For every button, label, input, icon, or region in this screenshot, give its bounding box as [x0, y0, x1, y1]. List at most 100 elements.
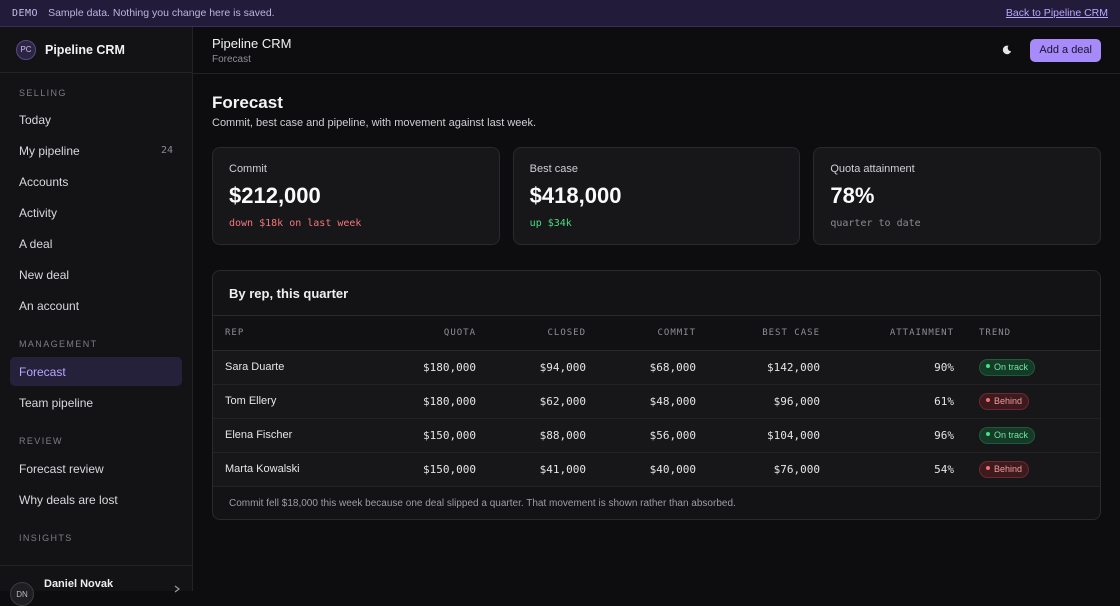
best-case-cell: $76,000 — [696, 452, 820, 487]
trend-cell: Behind — [954, 384, 1100, 419]
spacer — [0, 320, 192, 336]
commit-cell: $40,000 — [586, 452, 696, 487]
pipeline-count-badge: 24 — [160, 145, 173, 156]
demo-tag: DEMO — [12, 7, 39, 19]
sidebar-item-label: An account — [19, 298, 80, 313]
best-case-card: Best case $418,000 up $34k — [512, 147, 801, 245]
attainment-cell: 90% — [820, 350, 954, 385]
sidebar-item-label: Activity — [19, 205, 58, 220]
sidebar-brand[interactable]: PC Pipeline CRM — [0, 27, 192, 73]
sidebar-section-selling: SELLING — [19, 88, 67, 98]
user-name: Daniel Novak — [44, 578, 114, 590]
commit-cell: $68,000 — [586, 350, 696, 385]
commit-cell: $56,000 — [586, 418, 696, 453]
main-content: Forecast Commit, best case and pipeline,… — [212, 93, 1102, 520]
sidebar-item-new-deal[interactable]: New deal — [10, 260, 182, 289]
quota-attainment-card: Quota attainment 78% quarter to date — [813, 147, 1102, 245]
sidebar-section-insights: INSIGHTS — [19, 533, 73, 543]
trend-cell: On track — [954, 350, 1100, 385]
sidebar-item-label: Accounts — [19, 174, 69, 189]
spacer — [0, 417, 192, 433]
quota-cell: $150,000 — [385, 418, 476, 453]
column-header-commit[interactable]: COMMIT — [586, 316, 696, 351]
avatar: DN — [10, 582, 34, 606]
sidebar-item-a-deal[interactable]: A deal — [10, 229, 182, 258]
sidebar-item-team-pipeline[interactable]: Team pipeline — [10, 388, 182, 417]
rep-name: Elena Fischer — [213, 418, 385, 453]
back-to-app-link[interactable]: Back to Pipeline CRM — [1005, 7, 1108, 19]
status-dot-icon — [986, 398, 990, 403]
column-header-best-case[interactable]: BEST CASE — [696, 316, 820, 351]
card-value: 78% — [830, 183, 875, 208]
moon-icon-svg — [1003, 45, 1012, 55]
table-row[interactable]: Elena Fischer $150,000 $88,000 $56,000 $… — [213, 418, 1100, 453]
header-title: Pipeline CRM — [212, 35, 292, 51]
demo-banner: DEMO Sample data. Nothing you change her… — [0, 0, 1120, 27]
closed-cell: $62,000 — [476, 384, 586, 419]
attainment-cell: 54% — [820, 452, 954, 487]
sidebar-item-accounts[interactable]: Accounts — [10, 167, 182, 196]
sidebar-item-today[interactable]: Today — [10, 105, 182, 134]
sidebar-item-my-pipeline[interactable]: My pipeline 24 — [10, 136, 182, 165]
status-badge-label: Behind — [994, 395, 1023, 406]
trend-cell: On track — [954, 418, 1100, 453]
trend-cell: Behind — [954, 452, 1100, 487]
table-row[interactable]: Tom Ellery $180,000 $62,000 $48,000 $96,… — [213, 384, 1100, 419]
sidebar-item-label: Why deals are lost — [19, 492, 118, 507]
app-logo: PC — [16, 39, 36, 60]
quota-cell: $180,000 — [385, 350, 476, 385]
status-badge: Behind — [979, 392, 1030, 410]
status-dot-icon — [986, 364, 990, 369]
column-header-attainment[interactable]: ATTAINMENT — [820, 316, 954, 351]
status-badge-label: On track — [994, 429, 1029, 440]
quota-cell: $150,000 — [385, 452, 476, 487]
column-header-quota[interactable]: QUOTA — [385, 316, 476, 351]
card-label: Best case — [529, 163, 578, 175]
sidebar-item-why-deals-lost[interactable]: Why deals are lost — [10, 485, 182, 514]
attainment-cell: 96% — [820, 418, 954, 453]
sidebar-item-label: My pipeline — [19, 143, 80, 158]
sidebar-item-forecast[interactable]: Forecast — [10, 357, 182, 386]
sidebar-section-management: MANAGEMENT — [19, 339, 98, 349]
card-value: $418,000 — [529, 183, 622, 208]
card-delta: down $18k on last week — [229, 218, 362, 229]
moon-icon[interactable] — [996, 39, 1018, 61]
table-row[interactable]: Sara Duarte $180,000 $94,000 $68,000 $14… — [213, 350, 1100, 385]
card-delta: quarter to date — [830, 218, 921, 229]
sidebar-item-label: A deal — [19, 236, 53, 251]
column-header-closed[interactable]: CLOSED — [476, 316, 586, 351]
rep-table: REP QUOTA CLOSED COMMIT BEST CASE ATTAIN… — [213, 316, 1100, 487]
table-title: By rep, this quarter — [213, 271, 1100, 316]
sidebar-item-label: Today — [19, 112, 52, 127]
table-header-row: REP QUOTA CLOSED COMMIT BEST CASE ATTAIN… — [213, 316, 1100, 351]
card-delta: up $34k — [529, 218, 572, 229]
attainment-cell: 61% — [820, 384, 954, 419]
sidebar-section-review: REVIEW — [19, 436, 63, 446]
status-badge: On track — [979, 358, 1036, 376]
column-header-rep[interactable]: REP — [213, 316, 385, 351]
card-label: Commit — [229, 163, 267, 175]
closed-cell: $88,000 — [476, 418, 586, 453]
kpi-cards: Commit $212,000 down $18k on last week B… — [212, 147, 1102, 245]
demo-message: Sample data. Nothing you change here is … — [48, 7, 275, 19]
sidebar-item-an-account[interactable]: An account — [10, 291, 182, 320]
card-label: Quota attainment — [830, 163, 915, 175]
page-title: Forecast — [212, 93, 283, 112]
switch-icon-svg — [174, 585, 180, 593]
card-value: $212,000 — [229, 183, 321, 208]
sidebar-item-label: Team pipeline — [19, 395, 94, 410]
best-case-cell: $142,000 — [696, 350, 820, 385]
sidebar-item-activity[interactable]: Activity — [10, 198, 182, 227]
rep-name: Marta Kowalski — [213, 452, 385, 487]
spacer — [0, 514, 192, 530]
sidebar-item-forecast-review[interactable]: Forecast review — [10, 454, 182, 483]
closed-cell: $94,000 — [476, 350, 586, 385]
table-row[interactable]: Marta Kowalski $150,000 $41,000 $40,000 … — [213, 452, 1100, 487]
add-deal-button[interactable]: Add a deal — [1030, 38, 1101, 62]
breadcrumb[interactable]: Forecast — [212, 53, 251, 65]
quota-cell: $180,000 — [385, 384, 476, 419]
user-profile[interactable]: DN Daniel Novak — [0, 565, 192, 606]
spacer — [0, 73, 192, 85]
column-header-trend[interactable]: TREND — [954, 316, 1100, 351]
sidebar-item-label: Forecast review — [19, 461, 104, 476]
